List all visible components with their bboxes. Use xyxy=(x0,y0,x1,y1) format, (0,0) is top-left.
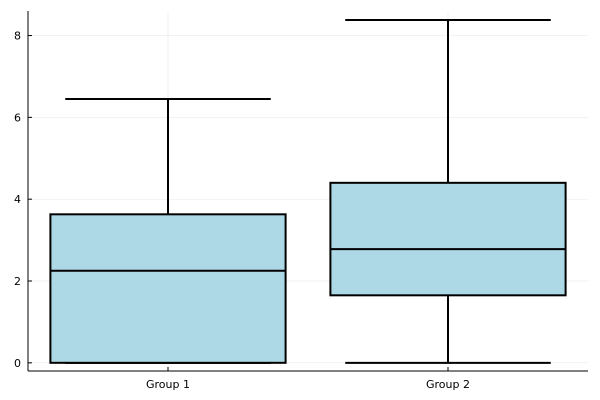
x-tick-labels: Group 1 Group 2 xyxy=(146,367,470,391)
box-series xyxy=(49,19,567,364)
y-tick-label: 4 xyxy=(14,193,21,206)
x-tick-label: Group 1 xyxy=(146,378,190,391)
y-tick-label: 8 xyxy=(14,30,21,43)
y-tick-labels: 0 2 4 6 8 xyxy=(14,30,32,370)
box-1 xyxy=(49,97,287,364)
y-tick-label: 6 xyxy=(14,111,21,124)
axes xyxy=(27,11,588,372)
y-tick-label: 0 xyxy=(14,357,21,370)
y-tick-label: 2 xyxy=(14,275,21,288)
x-tick-label: Group 2 xyxy=(426,378,470,391)
iqr-box xyxy=(49,213,287,364)
box-2 xyxy=(329,19,567,364)
iqr-box xyxy=(329,181,567,297)
